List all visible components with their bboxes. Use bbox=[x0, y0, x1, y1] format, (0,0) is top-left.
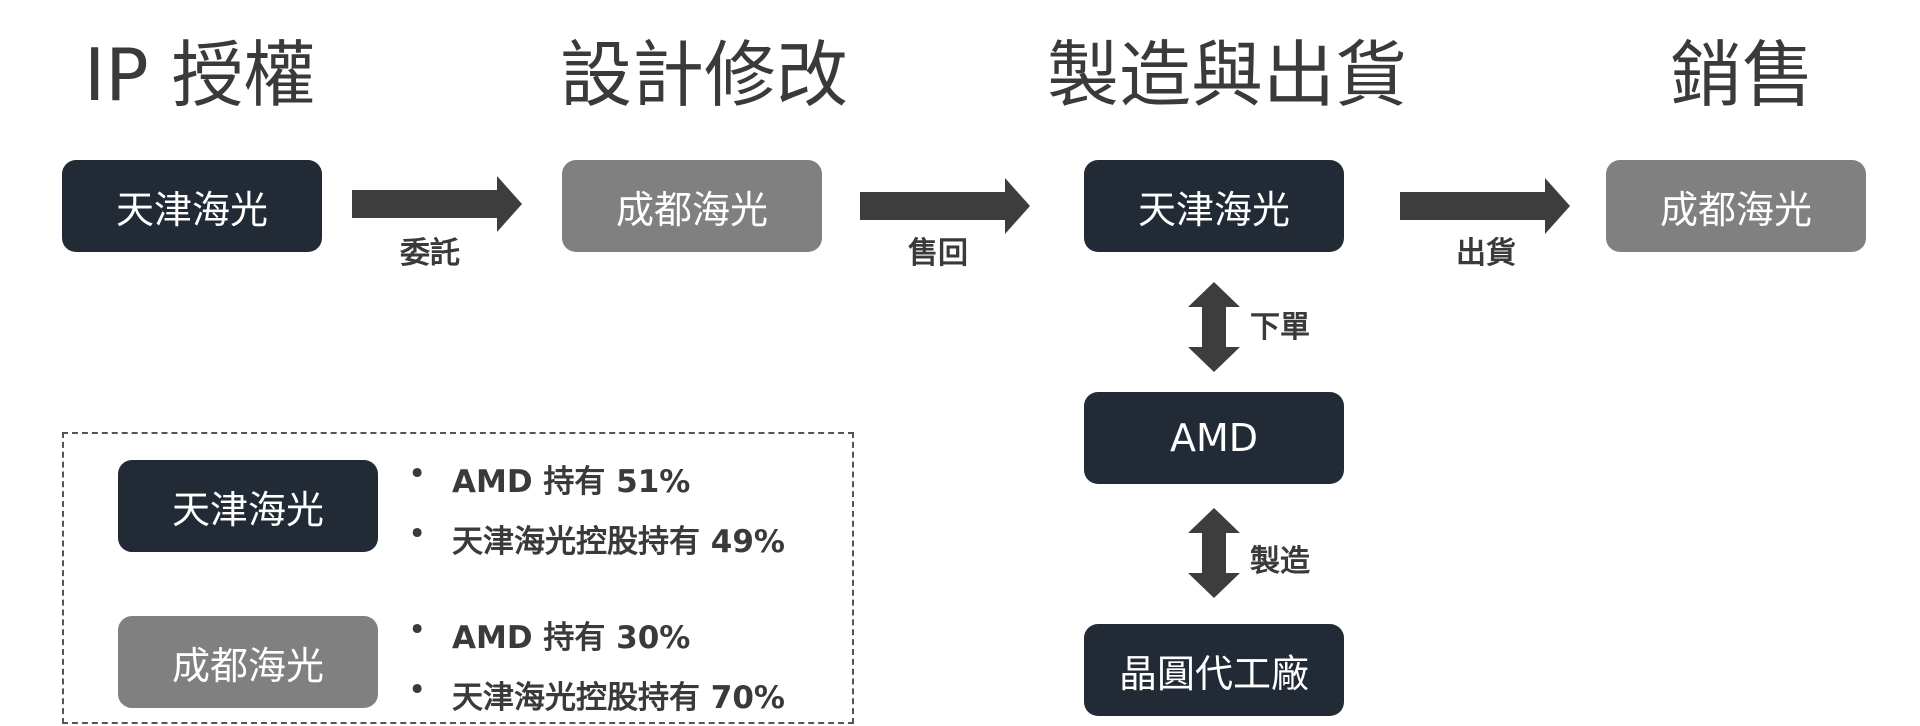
double-arrow-icon-manufacture bbox=[1188, 508, 1240, 598]
label-sell-back: 售回 bbox=[908, 236, 968, 271]
foundry-box: 晶圓代工廠 bbox=[1084, 624, 1344, 716]
legend-chengdu-bullet-2: • 天津海光控股持有 70% bbox=[408, 672, 785, 716]
amd-box: AMD bbox=[1084, 392, 1344, 484]
chengdu-hygon-sales-label: 成都海光 bbox=[1659, 187, 1812, 232]
stage-title-design: 設計修改 bbox=[560, 33, 849, 117]
tianjin-hygon-manufacturing-box: 天津海光 bbox=[1084, 160, 1344, 252]
label-commission: 委託 bbox=[400, 236, 460, 271]
stage-title-ip: IP 授權 bbox=[84, 33, 316, 117]
tianjin-hygon-ip-box: 天津海光 bbox=[62, 160, 322, 252]
legend-tianjin-bullet-1-text: AMD 持有 51% bbox=[452, 464, 691, 500]
tianjin-hygon-manufacturing-label: 天津海光 bbox=[1137, 187, 1290, 232]
amd-label: AMD bbox=[1169, 416, 1259, 460]
legend-tianjin-bullet-2-text: 天津海光控股持有 49% bbox=[452, 524, 785, 560]
legend-tianjin-bullet-2: • 天津海光控股持有 49% bbox=[408, 516, 785, 560]
stage-title-manufacturing: 製造與出貨 bbox=[1047, 33, 1408, 117]
arrow-right-icon-sell-back bbox=[860, 178, 1030, 234]
legend-tianjin-bullet-1: • AMD 持有 51% bbox=[408, 456, 691, 500]
legend-chengdu-bullet-1: • AMD 持有 30% bbox=[408, 612, 691, 656]
chengdu-hygon-design-label: 成都海光 bbox=[615, 187, 768, 232]
foundry-label: 晶圓代工廠 bbox=[1118, 651, 1309, 696]
label-manufacture: 製造 bbox=[1250, 544, 1310, 579]
legend-chengdu-label: 成都海光 bbox=[171, 643, 324, 688]
chengdu-hygon-sales-box: 成都海光 bbox=[1606, 160, 1866, 252]
label-ship: 出貨 bbox=[1456, 236, 1516, 271]
legend-chengdu-box: 成都海光 bbox=[118, 616, 378, 708]
double-arrow-icon-order bbox=[1188, 282, 1240, 372]
tianjin-hygon-ip-label: 天津海光 bbox=[115, 187, 268, 232]
label-order: 下單 bbox=[1250, 310, 1310, 345]
chengdu-hygon-design-box: 成都海光 bbox=[562, 160, 822, 252]
legend-tianjin-label: 天津海光 bbox=[171, 487, 324, 532]
stage-title-sales: 銷售 bbox=[1670, 33, 1815, 117]
ownership-legend: 天津海光 成都海光 • AMD 持有 51% • 天津海光控股持有 49% • AMD… bbox=[62, 432, 854, 724]
arrow-right-icon-commission bbox=[352, 176, 522, 232]
legend-chengdu-bullet-2-text: 天津海光控股持有 70% bbox=[452, 680, 785, 716]
arrow-right-icon-ship bbox=[1400, 178, 1570, 234]
legend-chengdu-bullet-1-text: AMD 持有 30% bbox=[452, 620, 691, 656]
legend-tianjin-box: 天津海光 bbox=[118, 460, 378, 552]
